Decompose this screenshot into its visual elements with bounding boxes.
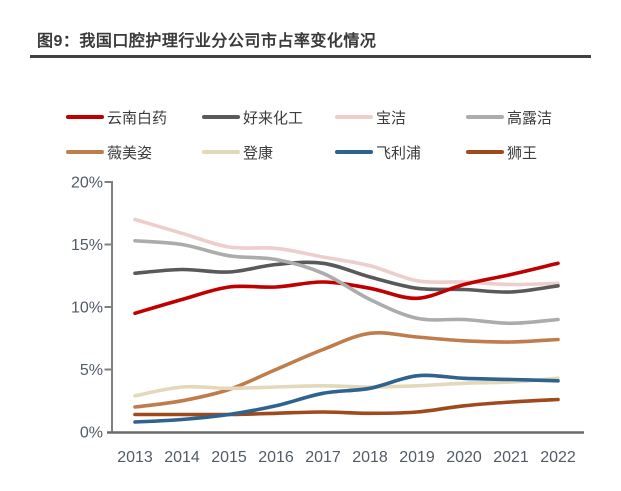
legend-item-weimeizi: 薇美姿 (66, 142, 152, 162)
x-axis-label: 2018 (352, 449, 388, 466)
figure-title: 图9：我国口腔护理行业分公司市占率变化情况 (37, 33, 377, 50)
x-axis-label: 2019 (399, 449, 435, 466)
y-axis-label: 15% (71, 237, 103, 254)
x-axis-label: 2014 (164, 449, 200, 466)
legend-label: 宝洁 (376, 109, 407, 127)
x-axis-label: 2016 (258, 449, 294, 466)
legend-label: 登康 (243, 144, 274, 162)
legend-label: 高露洁 (507, 109, 553, 127)
x-axis-label: 2022 (540, 449, 576, 466)
legend-line-swatch (202, 115, 240, 119)
series-line-狮王 (133, 397, 560, 417)
y-axis-label: 5% (80, 362, 103, 379)
x-axis-label: 2020 (446, 449, 482, 466)
legend-label: 狮王 (507, 144, 538, 162)
legend-line-swatch (335, 150, 373, 154)
legend-line-swatch (66, 115, 104, 119)
series-line-登康 (133, 376, 560, 398)
legend-line-swatch (466, 150, 504, 154)
legend-item-baojie: 宝洁 (335, 107, 406, 127)
legend-line-swatch (466, 115, 504, 119)
series-line-薇美姿 (133, 331, 560, 409)
legend-label: 云南白药 (107, 109, 168, 127)
y-axis-label: 0% (80, 425, 103, 442)
legend-line-swatch (202, 150, 240, 154)
legend-item-feilipu: 飞利浦 (335, 142, 421, 162)
x-axis-label: 2015 (211, 449, 247, 466)
y-axis-ticks (104, 181, 112, 371)
x-axis-label: 2021 (493, 449, 529, 466)
legend-line-swatch (66, 150, 104, 154)
legend-item-gaolujie: 高露洁 (466, 107, 552, 127)
series-line-好来化工 (133, 260, 560, 294)
y-axis-label: 20% (71, 175, 103, 192)
legend-item-dengkang: 登康 (202, 142, 273, 162)
legend-label: 好来化工 (243, 109, 304, 127)
series-line-宝洁 (133, 217, 560, 287)
title-underline (30, 55, 591, 58)
legend-label: 薇美姿 (107, 144, 153, 162)
series-line-高露洁 (133, 238, 560, 326)
legend-line-swatch (335, 115, 373, 119)
legend-item-shiwang: 狮王 (466, 142, 537, 162)
x-axis-label: 2013 (117, 449, 153, 466)
y-axis-label: 10% (71, 300, 103, 317)
legend-item-yunnan-baiyao: 云南白药 (66, 107, 167, 127)
legend-label: 飞利浦 (376, 144, 422, 162)
series-line-飞利浦 (133, 373, 560, 424)
legend-item-haolai-huagong: 好来化工 (202, 107, 303, 127)
x-axis-label: 2017 (305, 449, 341, 466)
chart-legend: 云南白药 好来化工 宝洁 高露洁 薇美姿 登康 飞利浦 狮王 (0, 0, 621, 170)
